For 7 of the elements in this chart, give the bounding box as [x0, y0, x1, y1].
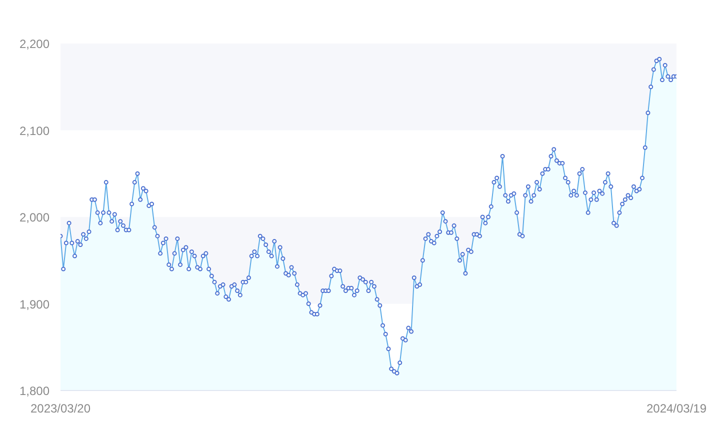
- y-tick-label: 1,900: [19, 297, 50, 312]
- x-tick-label: 2023/03/20: [30, 402, 91, 416]
- y-tick-label: 1,800: [19, 384, 50, 398]
- y-tick-label: 2,100: [19, 124, 50, 138]
- x-tick-label: 2024/03/19: [646, 402, 707, 416]
- y-tick-label: 2,200: [19, 37, 50, 51]
- y-tick-label: 2,000: [19, 210, 50, 224]
